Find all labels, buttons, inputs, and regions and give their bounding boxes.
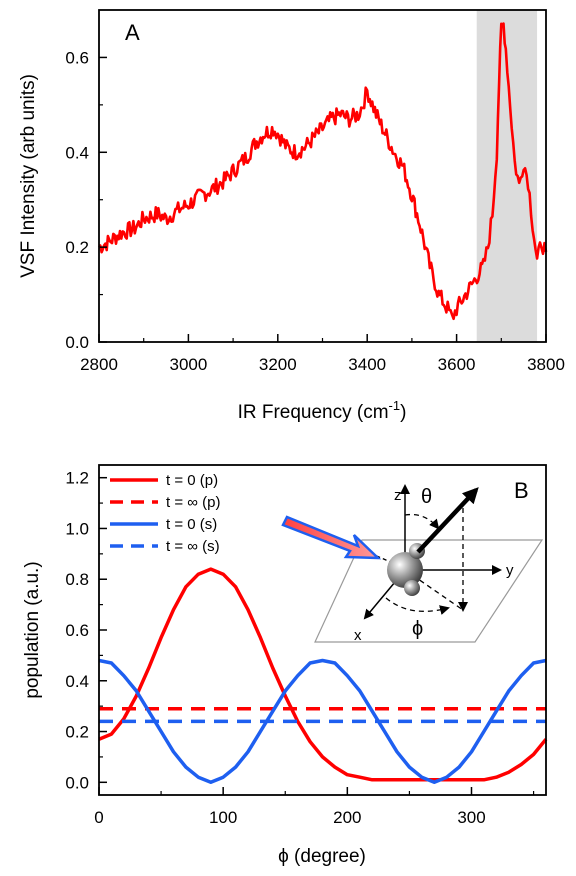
chart-b-ylabel: population (a.u.) — [22, 561, 43, 698]
chart-b-ytick-label: 0.6 — [65, 621, 89, 640]
legend-label-2: t = 0 (s) — [166, 516, 217, 533]
chart-a-ytick-label: 0.2 — [65, 238, 89, 257]
chart-a-ylabel: VSF Intensity (arb units) — [18, 74, 39, 278]
oxygen-atom — [387, 552, 423, 588]
chart-b-legend: t = 0 (p) t = ∞ (p) t = 0 (s) t = ∞ (s) — [110, 472, 220, 555]
chart-a-xtick-label: 3400 — [348, 355, 386, 374]
legend-label-3: t = ∞ (s) — [166, 538, 220, 555]
chart-b-series-line-2 — [98, 658, 547, 785]
chart-a-xtick-label: 3600 — [438, 355, 476, 374]
diagram-label-phi: ϕ — [412, 618, 423, 640]
chart-a-xtick-label: 3200 — [259, 355, 297, 374]
chart-a-ytick-label: 0.0 — [65, 333, 89, 352]
chart-a-xlabel: IR Frequency (cm-1) — [238, 398, 407, 423]
chart-a-xtick-label: 3000 — [169, 355, 207, 374]
dipole-arrow — [416, 487, 479, 554]
phi-arc — [385, 597, 450, 615]
chart-b-xtick-label: 100 — [209, 808, 237, 827]
hydrogen-atom-2 — [404, 580, 420, 596]
chart-b-xtick-label: 0 — [94, 808, 103, 827]
diagram-label-theta: θ — [421, 486, 432, 508]
chart-b-xtick-label: 200 — [333, 808, 361, 827]
chart-b-ytick-label: 0.2 — [65, 723, 89, 742]
chart-a-series-line — [97, 22, 548, 321]
chart-b-ytick-label: 1.2 — [65, 469, 89, 488]
diagram-label-z: z — [394, 487, 402, 504]
chart-b-panel-letter: B — [514, 478, 529, 503]
chart-a-xtick-label: 3800 — [527, 355, 565, 374]
theta-arc — [404, 513, 440, 530]
surface-plane — [314, 539, 544, 643]
incoming-beam-arrow — [281, 515, 382, 560]
diagram-label-x: x — [354, 627, 362, 644]
chart-a-ytick-label: 0.6 — [65, 48, 89, 67]
chart-b-ytick-label: 0.8 — [65, 570, 89, 589]
orientation-diagram: z y x θ ϕ — [281, 484, 544, 644]
chart-b: 0 100 200 300 0.0 0.2 0.4 0.6 0.8 1.0 1.2 B ϕ (deg… — [22, 464, 548, 867]
chart-a-panel-letter: A — [125, 20, 140, 45]
chart-b-ytick-label: 1.0 — [65, 519, 89, 538]
diagram-label-y: y — [506, 562, 514, 579]
chart-a-xtick-label: 2800 — [80, 355, 118, 374]
chart-b-series-line-0 — [98, 567, 548, 782]
chart-b-ytick-label: 0.0 — [65, 773, 89, 792]
chart-a: 2800 3000 3200 3400 3600 3800 0.0 0.2 0.4 0.6 A I… — [18, 9, 565, 423]
chart-b-xtick-label: 300 — [457, 808, 485, 827]
chart-b-ytick-label: 0.4 — [65, 672, 89, 691]
legend-label-1: t = ∞ (p) — [166, 494, 220, 511]
chart-b-xlabel: ϕ (degree) — [278, 846, 366, 867]
legend-label-0: t = 0 (p) — [166, 472, 218, 489]
chart-a-ytick-label: 0.4 — [65, 143, 89, 162]
